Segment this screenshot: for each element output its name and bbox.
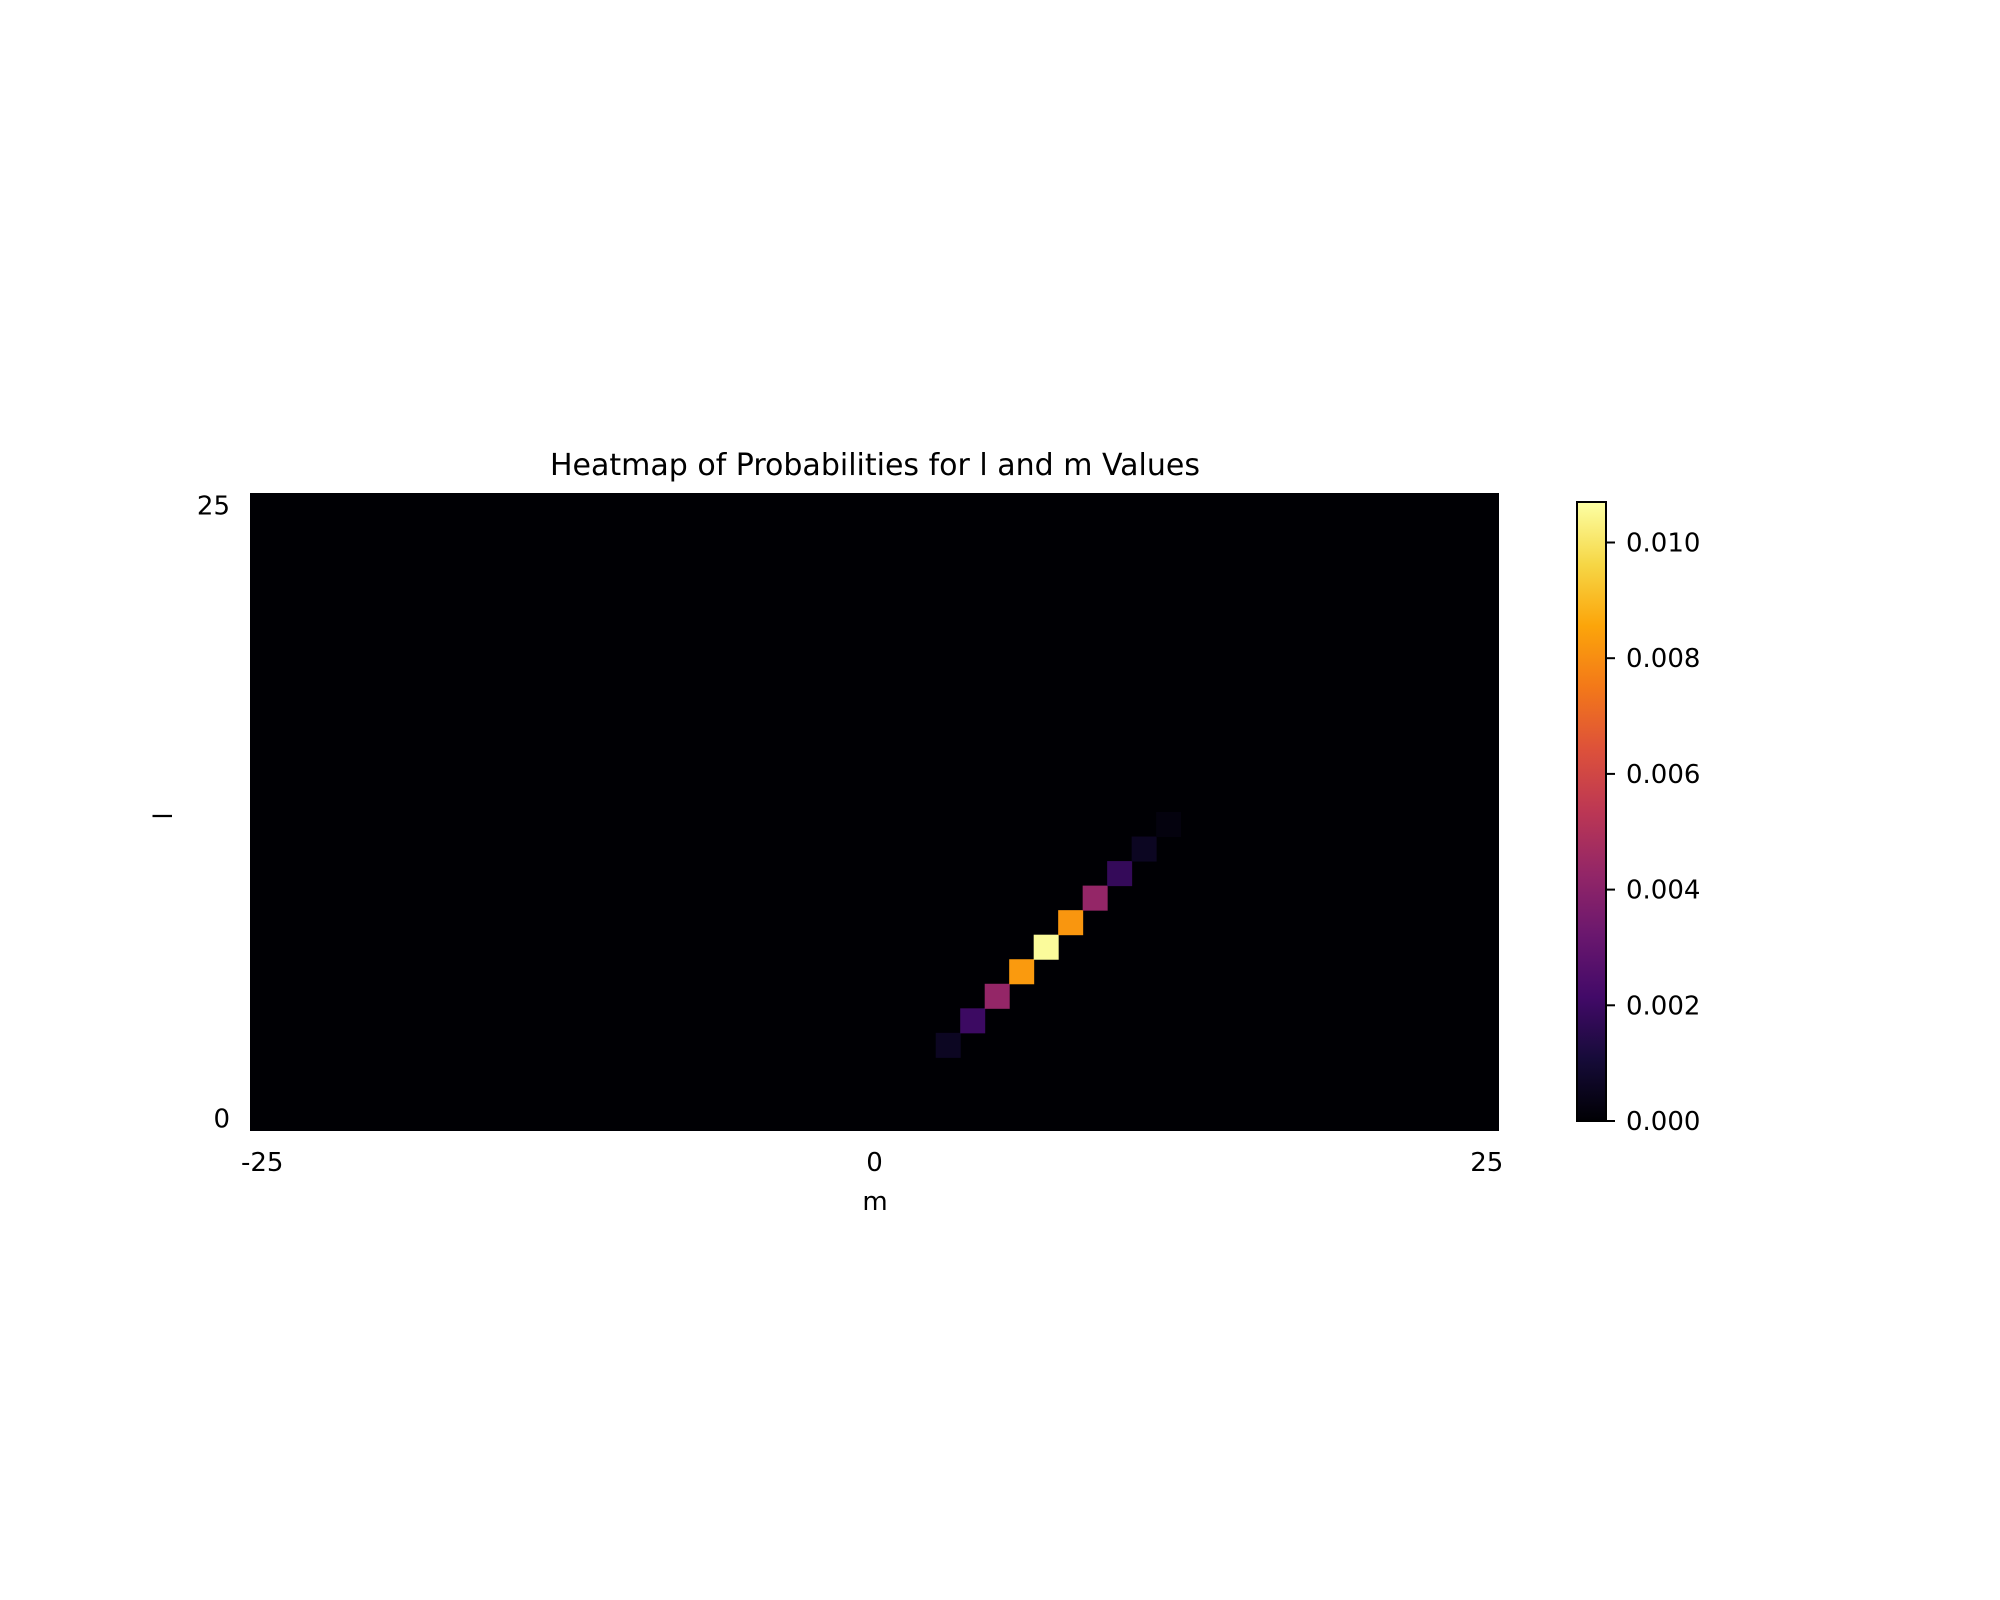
heatmap-cell xyxy=(1156,812,1182,838)
heatmap-cell xyxy=(1033,934,1059,960)
x-axis-label: m xyxy=(862,1187,887,1217)
colorbar-tick-label: 0.004 xyxy=(1626,876,1700,906)
colorbar-ticks: 0.000 0.002 0.004 0.006 0.008 0.010 xyxy=(1606,528,1700,1137)
heatmap-cell xyxy=(1131,836,1157,862)
y-axis-label: l xyxy=(149,812,179,819)
heatmap-cell xyxy=(960,1008,986,1034)
colorbar: 0.000 0.002 0.004 0.006 0.008 0.010 xyxy=(1576,501,1700,1137)
heatmap-cell xyxy=(984,983,1010,1009)
heatmap-background xyxy=(250,493,1499,1131)
x-tick-label: 0 xyxy=(866,1148,883,1178)
x-tick-label: -25 xyxy=(241,1148,283,1178)
colorbar-tick-label: 0.000 xyxy=(1626,1107,1700,1137)
chart-title: Heatmap of Probabilities for l and m Val… xyxy=(550,448,1200,483)
heatmap-cell xyxy=(1009,959,1035,985)
y-tick-label: 0 xyxy=(213,1105,230,1135)
colorbar-gradient xyxy=(1577,502,1606,1121)
heatmap-cell xyxy=(1107,861,1133,887)
heatmap-cell xyxy=(1082,885,1108,911)
colorbar-tick-label: 0.010 xyxy=(1626,528,1700,558)
colorbar-tick-label: 0.008 xyxy=(1626,644,1700,674)
heatmap-cells xyxy=(935,812,1182,1058)
colorbar-frame xyxy=(1576,501,1607,1122)
x-tick-label: 25 xyxy=(1470,1148,1503,1178)
heatmap-plot-area xyxy=(250,493,1499,1131)
colorbar-tick-label: 0.002 xyxy=(1626,991,1700,1021)
y-tick-label: 25 xyxy=(197,491,230,521)
heatmap-cell xyxy=(935,1032,961,1058)
heatmap-cell xyxy=(1058,910,1084,936)
colorbar-tick-label: 0.006 xyxy=(1626,760,1700,790)
y-axis-ticks: 0 25 xyxy=(197,491,230,1134)
x-axis-ticks: -25 0 25 xyxy=(241,1148,1503,1178)
